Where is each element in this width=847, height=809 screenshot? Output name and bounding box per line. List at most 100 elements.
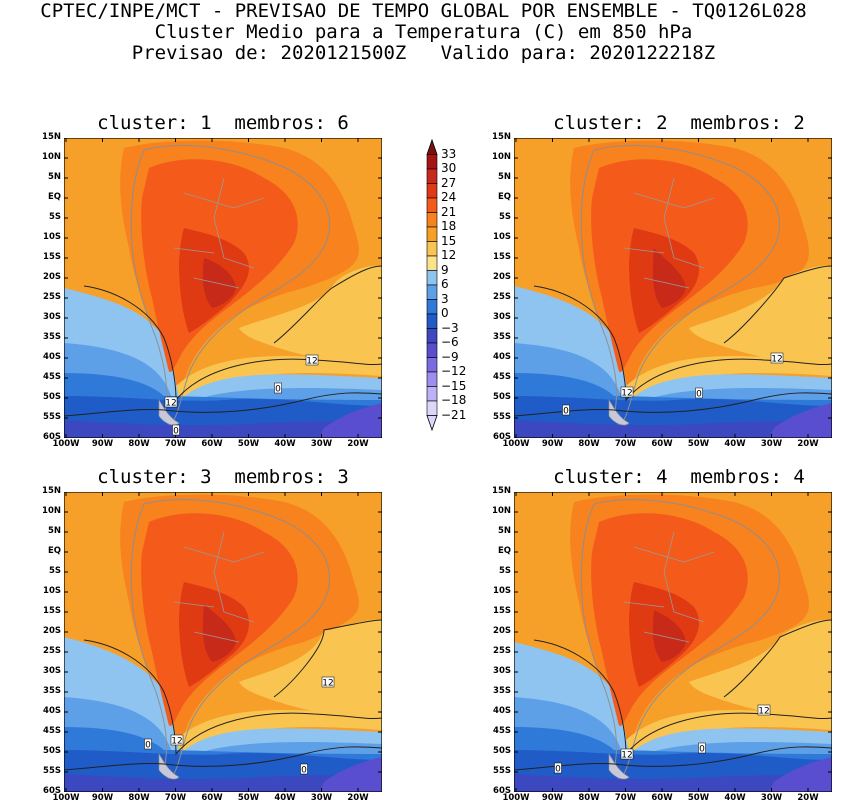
lon-tick-label: 60W <box>201 439 223 449</box>
lat-tick-label: 35S <box>43 686 61 696</box>
lat-tick-label: 55S <box>493 412 511 422</box>
contour-label: 12 <box>322 679 333 689</box>
lon-tick-label: 20W <box>797 439 819 449</box>
colorbar-tick-label: 27 <box>441 175 457 190</box>
panel-cluster-2: cluster: 2 membros: 2 12 12 0 0 15N 10N 5N EQ 5S… <box>450 110 847 455</box>
lon-tick-label: 20W <box>347 793 369 803</box>
lat-tick-label: 5S <box>48 566 61 576</box>
contour-label: 0 <box>301 766 307 776</box>
colorbar-swatch <box>426 226 438 242</box>
lon-tick-label: 30W <box>310 439 333 449</box>
lat-tick-label: 50S <box>493 746 511 756</box>
colorbar-tick-label: −12 <box>441 364 467 378</box>
colorbar-swatch <box>426 400 438 416</box>
lon-tick-label: 20W <box>347 439 369 449</box>
lat-tick-label: 60S <box>43 432 61 442</box>
lon-tick-label: 70W <box>614 793 637 803</box>
colorbar-swatch <box>426 197 438 213</box>
panel-title: cluster: 3 membros: 3 <box>97 466 349 488</box>
lat-tick-label: 15N <box>42 132 61 142</box>
lat-tick-label: 60S <box>43 786 61 796</box>
lon-tick-label: 50W <box>687 439 710 449</box>
lon-tick-label: 60W <box>651 439 673 449</box>
colorbar-swatches <box>426 138 438 432</box>
contour-0 <box>64 746 382 771</box>
colorbar-tick-label: 30 <box>441 161 457 175</box>
colorbar-tick-label: −21 <box>441 407 467 422</box>
lat-tick-label: 5N <box>47 172 61 182</box>
colorbar-tick-label: 9 <box>441 262 449 277</box>
colorbar-tick-label: −3 <box>441 320 459 335</box>
lat-tick-label: 45S <box>43 726 61 736</box>
lon-tick-label: 60W <box>651 793 673 803</box>
lat-tick-label: 25S <box>493 646 511 656</box>
lat-tick-label: 30S <box>493 312 511 322</box>
lon-tick-label: 80W <box>128 439 150 449</box>
lat-tick-label: 5S <box>498 212 511 222</box>
lon-tick-label: 30W <box>310 793 333 803</box>
lon-tick-label: 80W <box>128 793 150 803</box>
lat-tick-label: 20S <box>493 272 511 282</box>
temperature-map: 12 12 0 0 <box>514 138 832 438</box>
contour-label: 0 <box>145 741 151 751</box>
contour-label: 0 <box>555 765 561 775</box>
colorbar-swatch <box>426 342 438 358</box>
colorbar-swatch <box>426 386 438 402</box>
lat-tick-label: 10N <box>42 152 61 162</box>
lat-tick-label: 10N <box>492 506 511 516</box>
colorbar-swatch <box>426 299 438 315</box>
lat-tick-label: 40S <box>43 706 61 716</box>
lat-tick-label: 45S <box>493 372 511 382</box>
lat-tick-label: 5N <box>47 526 61 536</box>
header-title-1: CPTEC/INPE/MCT - PREVISAO DE TEMPO GLOBA… <box>40 0 807 22</box>
lat-tick-label: 5N <box>497 526 511 536</box>
contour-0 <box>514 746 832 771</box>
lat-tick-label: 30S <box>43 666 61 676</box>
lat-tick-label: 10N <box>42 506 61 516</box>
lon-tick-label: 50W <box>237 793 260 803</box>
lat-tick-label: 15S <box>493 252 511 262</box>
lat-tick-label: 50S <box>43 746 61 756</box>
lon-tick-label: 50W <box>687 793 710 803</box>
panel-cluster-4: cluster: 4 membros: 4 12 12 0 0 15N 10N 5N EQ 5S… <box>450 464 847 809</box>
lon-tick-label: 60W <box>201 793 223 803</box>
colorbar-tick-label: 33 <box>441 146 457 161</box>
panel-cluster-1: cluster: 1 membros: 6 12 12 0 0 15N 10N 5N EQ 5S… <box>0 110 400 455</box>
lat-tick-label: 30S <box>493 666 511 676</box>
contour-label: 12 <box>165 399 176 409</box>
lon-tick-label: 30W <box>760 793 783 803</box>
lat-tick-label: 30S <box>43 312 61 322</box>
colorbar-swatch <box>426 328 438 344</box>
lon-tick-label: 50W <box>237 439 260 449</box>
lon-tick-label: 40W <box>274 793 296 803</box>
lon-tick-label: 100W <box>52 793 80 803</box>
lat-tick-label: EQ <box>47 546 61 556</box>
colorbar-tick-label: 18 <box>441 219 457 233</box>
contour-label: 0 <box>275 385 281 395</box>
lon-tick-label: 100W <box>502 439 530 449</box>
lat-tick-label: 40S <box>493 352 511 362</box>
lon-tick-label: 40W <box>274 439 296 449</box>
lat-tick-label: 15N <box>42 486 61 496</box>
lon-tick-label: 70W <box>614 439 637 449</box>
lat-tick-label: 10S <box>43 232 61 242</box>
lat-tick-label: 35S <box>493 332 511 342</box>
colorbar-tick-label: 24 <box>441 190 457 204</box>
contour-0 <box>64 392 382 417</box>
colorbar-swatch <box>426 313 438 329</box>
lon-tick-label: 20W <box>797 793 819 803</box>
lon-tick-label: 70W <box>164 439 187 449</box>
lat-tick-label: EQ <box>497 192 511 202</box>
contour-12 <box>83 265 382 402</box>
lat-tick-label: 45S <box>493 726 511 736</box>
lat-tick-label: 10S <box>493 586 511 596</box>
panel-cluster-3: cluster: 3 membros: 3 12 12 0 0 15N 10N 5N EQ 5S… <box>0 464 400 809</box>
colorbar-swatch <box>426 357 438 373</box>
lon-tick-label: 90W <box>91 793 114 803</box>
lon-tick-label: 80W <box>578 793 600 803</box>
contour-label: 0 <box>563 407 569 417</box>
contour-12 <box>83 619 382 756</box>
lon-tick-label: 90W <box>91 439 114 449</box>
temperature-map: 12 12 0 0 <box>64 138 382 438</box>
colorbar-min-arrow <box>426 415 438 432</box>
